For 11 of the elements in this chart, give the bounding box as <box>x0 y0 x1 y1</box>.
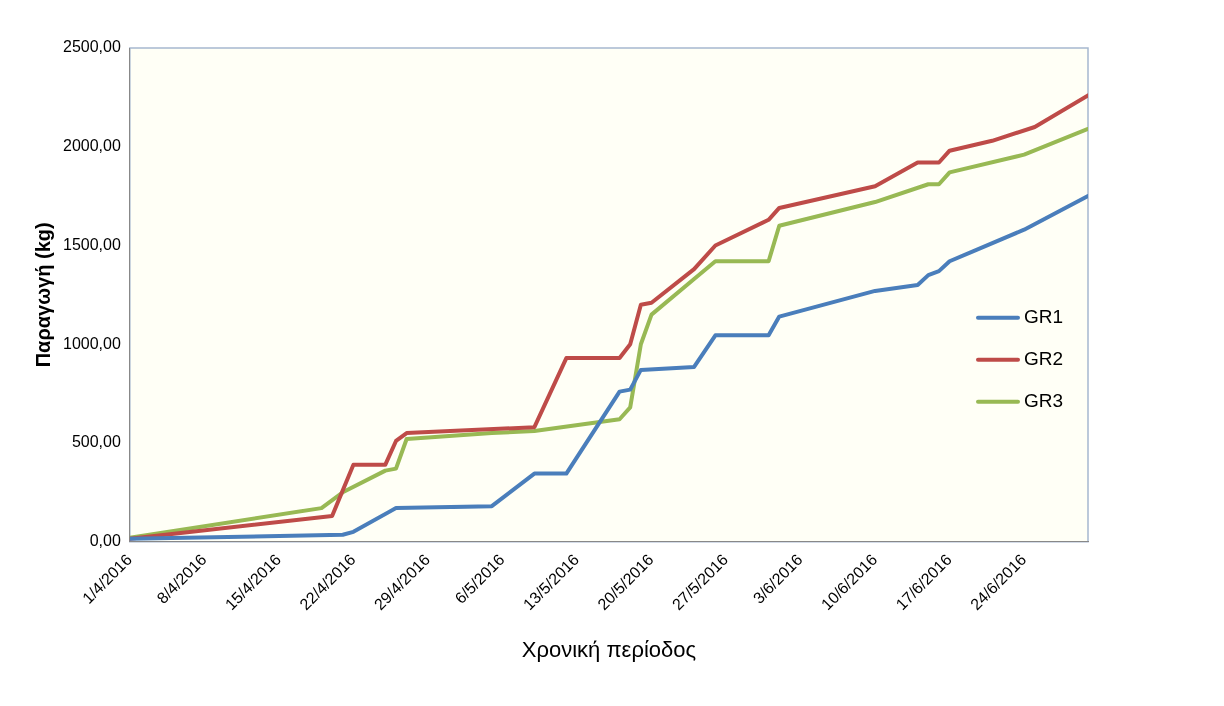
y-tick-label: 1500,00 <box>62 235 121 253</box>
legend-label: GR2 <box>1024 348 1064 370</box>
x-axis-title: Χρονική περίοδος <box>521 636 697 662</box>
legend-label: GR1 <box>1024 306 1064 328</box>
legend-label: GR3 <box>1024 390 1064 412</box>
y-tick-label: 0,00 <box>89 532 121 550</box>
y-tick-label: 500,00 <box>71 433 121 451</box>
y-tick-label: 1000,00 <box>62 334 121 352</box>
y-tick-label: 2500,00 <box>62 38 121 56</box>
y-tick-label: 2000,00 <box>62 137 121 155</box>
y-axis-title: Παραγωγή (kg) <box>31 222 54 368</box>
